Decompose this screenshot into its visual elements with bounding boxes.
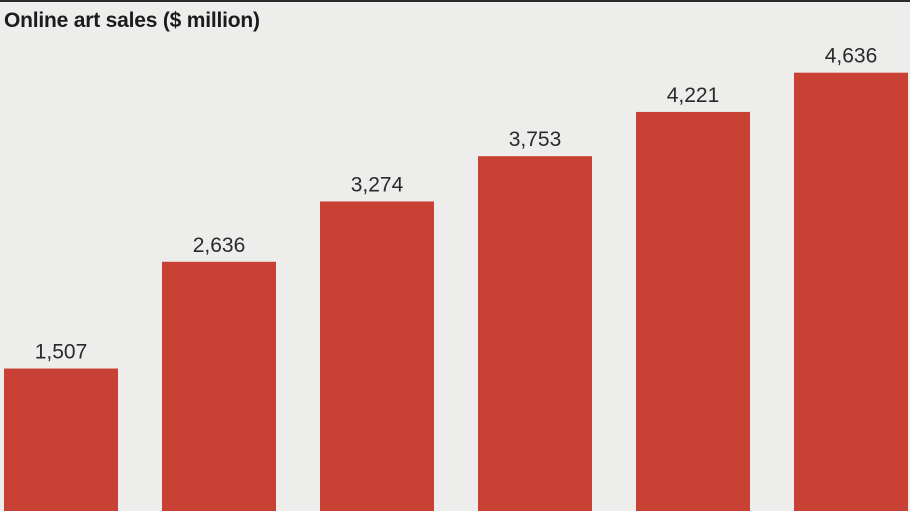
value-label-6: 4,636 — [825, 45, 878, 68]
value-label-1: 1,507 — [35, 341, 88, 364]
value-label-2: 2,636 — [193, 234, 246, 257]
bar-5 — [636, 111, 750, 511]
value-label-5: 4,221 — [667, 84, 720, 107]
top-rule — [0, 0, 910, 2]
bar-4 — [478, 156, 592, 511]
bar-2 — [162, 261, 276, 511]
value-label-4: 3,753 — [509, 128, 562, 151]
bar-6 — [794, 72, 908, 511]
value-labels-layer: 1,507 2,636 3,274 3,753 4,221 4,636 — [35, 45, 878, 364]
bar-1 — [4, 368, 118, 511]
bar-3 — [320, 201, 434, 511]
value-label-3: 3,274 — [351, 173, 404, 196]
chart-title: Online art sales ($ million) — [4, 9, 260, 32]
bars-layer — [4, 72, 908, 511]
